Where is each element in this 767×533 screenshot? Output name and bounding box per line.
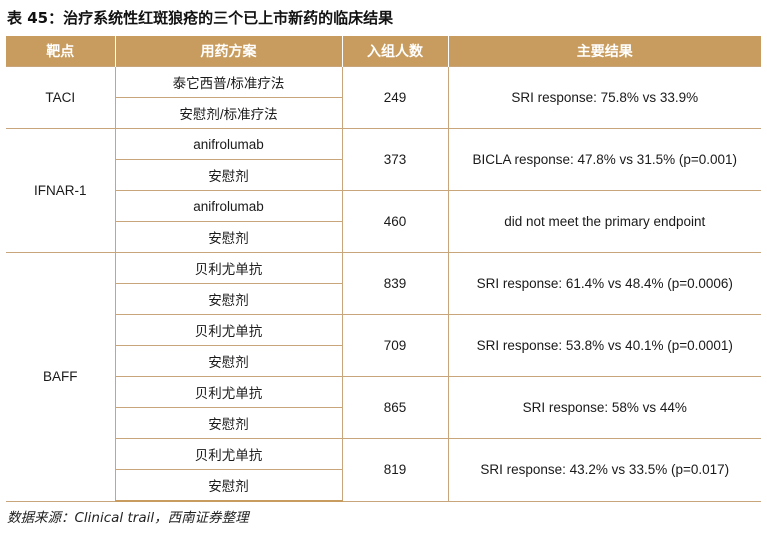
regimen-cell: 安慰剂 [115,159,342,191]
result-cell: BICLA response: 47.8% vs 31.5% (p=0.001) [447,128,761,191]
regimen-cell: 安慰剂 [115,345,342,377]
results-table-container: 靶点 用药方案 入组人数 主要结果 TACI 泰它西普/标准疗法 249 SRI… [6,36,761,502]
regimen-cell: 安慰剂 [115,283,342,315]
result-cell: SRI response: 43.2% vs 33.5% (p=0.017) [447,438,761,502]
result-cell: SRI response: 61.4% vs 48.4% (p=0.0006) [447,252,761,315]
source-note: 数据来源：Clinical trail，西南证券整理 [7,510,249,526]
table-row: 安慰剂 [6,469,761,502]
table-row: 贝利尤单抗 865 SRI response: 58% vs 44% [6,376,761,439]
header-row: 靶点 用药方案 入组人数 主要结果 [6,36,761,67]
result-cell: SRI response: 58% vs 44% [447,376,761,439]
target-cell: IFNAR-1 [6,128,116,253]
regimen-cell: 贝利尤单抗 [115,438,343,470]
target-cell: BAFF [6,252,116,502]
table-row: IFNAR-1 anifrolumab 373 BICLA response: … [6,128,761,253]
regimen-cell: 安慰剂 [115,407,342,439]
enrolled-cell: 839 [341,252,449,315]
table-row: TACI 泰它西普/标准疗法 249 SRI response: 75.8% v… [6,66,761,129]
regimen-cell: 贝利尤单抗 [115,314,343,346]
result-cell: did not meet the primary endpoint [447,190,761,253]
header-target: 靶点 [6,36,116,67]
enrolled-cell: 249 [341,66,449,129]
enrolled-cell: 865 [341,376,449,439]
enrolled-cell: 819 [341,438,449,502]
table-title: 表 45：治疗系统性红斑狼疮的三个已上市新药的临床结果 [7,9,394,27]
enrolled-cell: 460 [341,190,449,253]
regimen-cell: 安慰剂 [115,469,342,502]
table-row: 贝利尤单抗 709 SRI response: 53.8% vs 40.1% (… [6,314,761,377]
header-result: 主要结果 [447,36,761,67]
clinical-results-table: 靶点 用药方案 入组人数 主要结果 TACI 泰它西普/标准疗法 249 SRI… [6,36,761,502]
regimen-cell: anifrolumab [114,128,343,160]
table-row: 安慰剂/标准疗法 [6,97,761,129]
regimen-cell: 贝利尤单抗 [115,376,343,408]
table-row: 安慰剂 [6,159,761,191]
table-row: anifrolumab 460 did not meet the primary… [6,190,761,253]
table-row: BAFF 贝利尤单抗 839 SRI response: 61.4% vs 48… [6,252,761,502]
result-cell: SRI response: 53.8% vs 40.1% (p=0.0001) [447,314,761,377]
target-cell: TACI [6,66,116,129]
enrolled-cell: 709 [341,314,449,377]
regimen-cell: 泰它西普/标准疗法 [114,66,343,98]
regimen-cell: anifrolumab [115,190,343,222]
table-row: 贝利尤单抗 819 SRI response: 43.2% vs 33.5% (… [6,438,761,502]
header-enrolled: 入组人数 [341,36,449,67]
header-regimen: 用药方案 [114,36,343,67]
result-cell: SRI response: 75.8% vs 33.9% [447,66,761,129]
regimen-cell: 安慰剂 [115,221,342,253]
regimen-cell: 贝利尤单抗 [114,252,343,284]
enrolled-cell: 373 [341,128,449,191]
table-row: 安慰剂 [6,407,761,439]
regimen-cell: 安慰剂/标准疗法 [115,97,342,129]
